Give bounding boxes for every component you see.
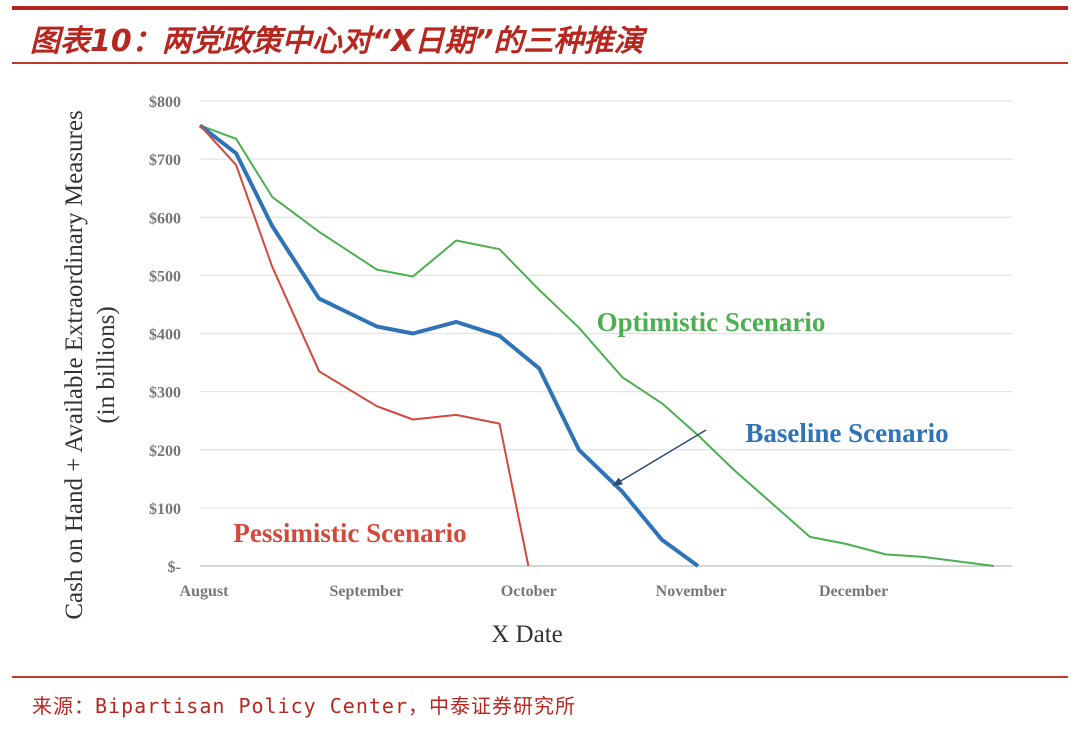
x-tick-label: August <box>180 583 230 600</box>
top-rule <box>12 6 1068 10</box>
y-tick-label: $100 <box>149 501 181 518</box>
x-tick-label: September <box>330 583 404 600</box>
y-tick-label: $300 <box>149 385 181 402</box>
optimistic-scenario-label: Optimistic Scenario <box>597 307 826 337</box>
source-note: 来源：Bipartisan Policy Center，中泰证券研究所 <box>32 694 576 718</box>
title-rule <box>12 62 1068 64</box>
y-tick-label: $400 <box>149 327 181 344</box>
y-axis-title-group-2: (in billions) <box>93 306 120 423</box>
y-axis-title-line1: Cash on Hand + Available Extraordinary M… <box>61 110 88 619</box>
y-axis-title-group: Cash on Hand + Available Extraordinary M… <box>61 110 88 619</box>
x-axis-title: X Date <box>491 621 563 648</box>
y-tick-label: $200 <box>149 443 181 460</box>
baseline-arrow <box>612 429 707 487</box>
gridlines <box>200 100 1012 567</box>
y-tick-labels: $- $100 $200 $300 $400 $500 $600 $700 $800 <box>149 94 181 576</box>
baseline-scenario-label: Baseline Scenario <box>745 418 948 448</box>
baseline-scenario-line <box>198 123 700 568</box>
x-tick-labels: August September October November December <box>180 583 889 600</box>
y-tick-label: $- <box>168 559 181 576</box>
y-tick-label: $800 <box>149 94 181 111</box>
bottom-rule <box>12 676 1068 678</box>
pessimistic-scenario-label: Pessimistic Scenario <box>233 518 466 548</box>
x-tick-label: December <box>819 583 888 600</box>
chart-title: 图表10：两党政策中心对“X日期”的三种推演 <box>30 24 644 59</box>
y-tick-label: $600 <box>149 210 181 227</box>
pessimistic-scenario-line <box>199 124 530 567</box>
y-axis-title-line2: (in billions) <box>93 306 120 423</box>
series-labels: Optimistic Scenario Baseline Scenario Pess… <box>233 307 948 548</box>
series-lines <box>198 123 995 568</box>
y-tick-label: $700 <box>149 152 181 169</box>
optimistic-scenario-line <box>199 124 995 567</box>
x-tick-label: November <box>656 583 727 600</box>
x-tick-label: October <box>501 583 557 600</box>
annotation-arrow <box>612 429 707 487</box>
y-tick-label: $500 <box>149 268 181 285</box>
